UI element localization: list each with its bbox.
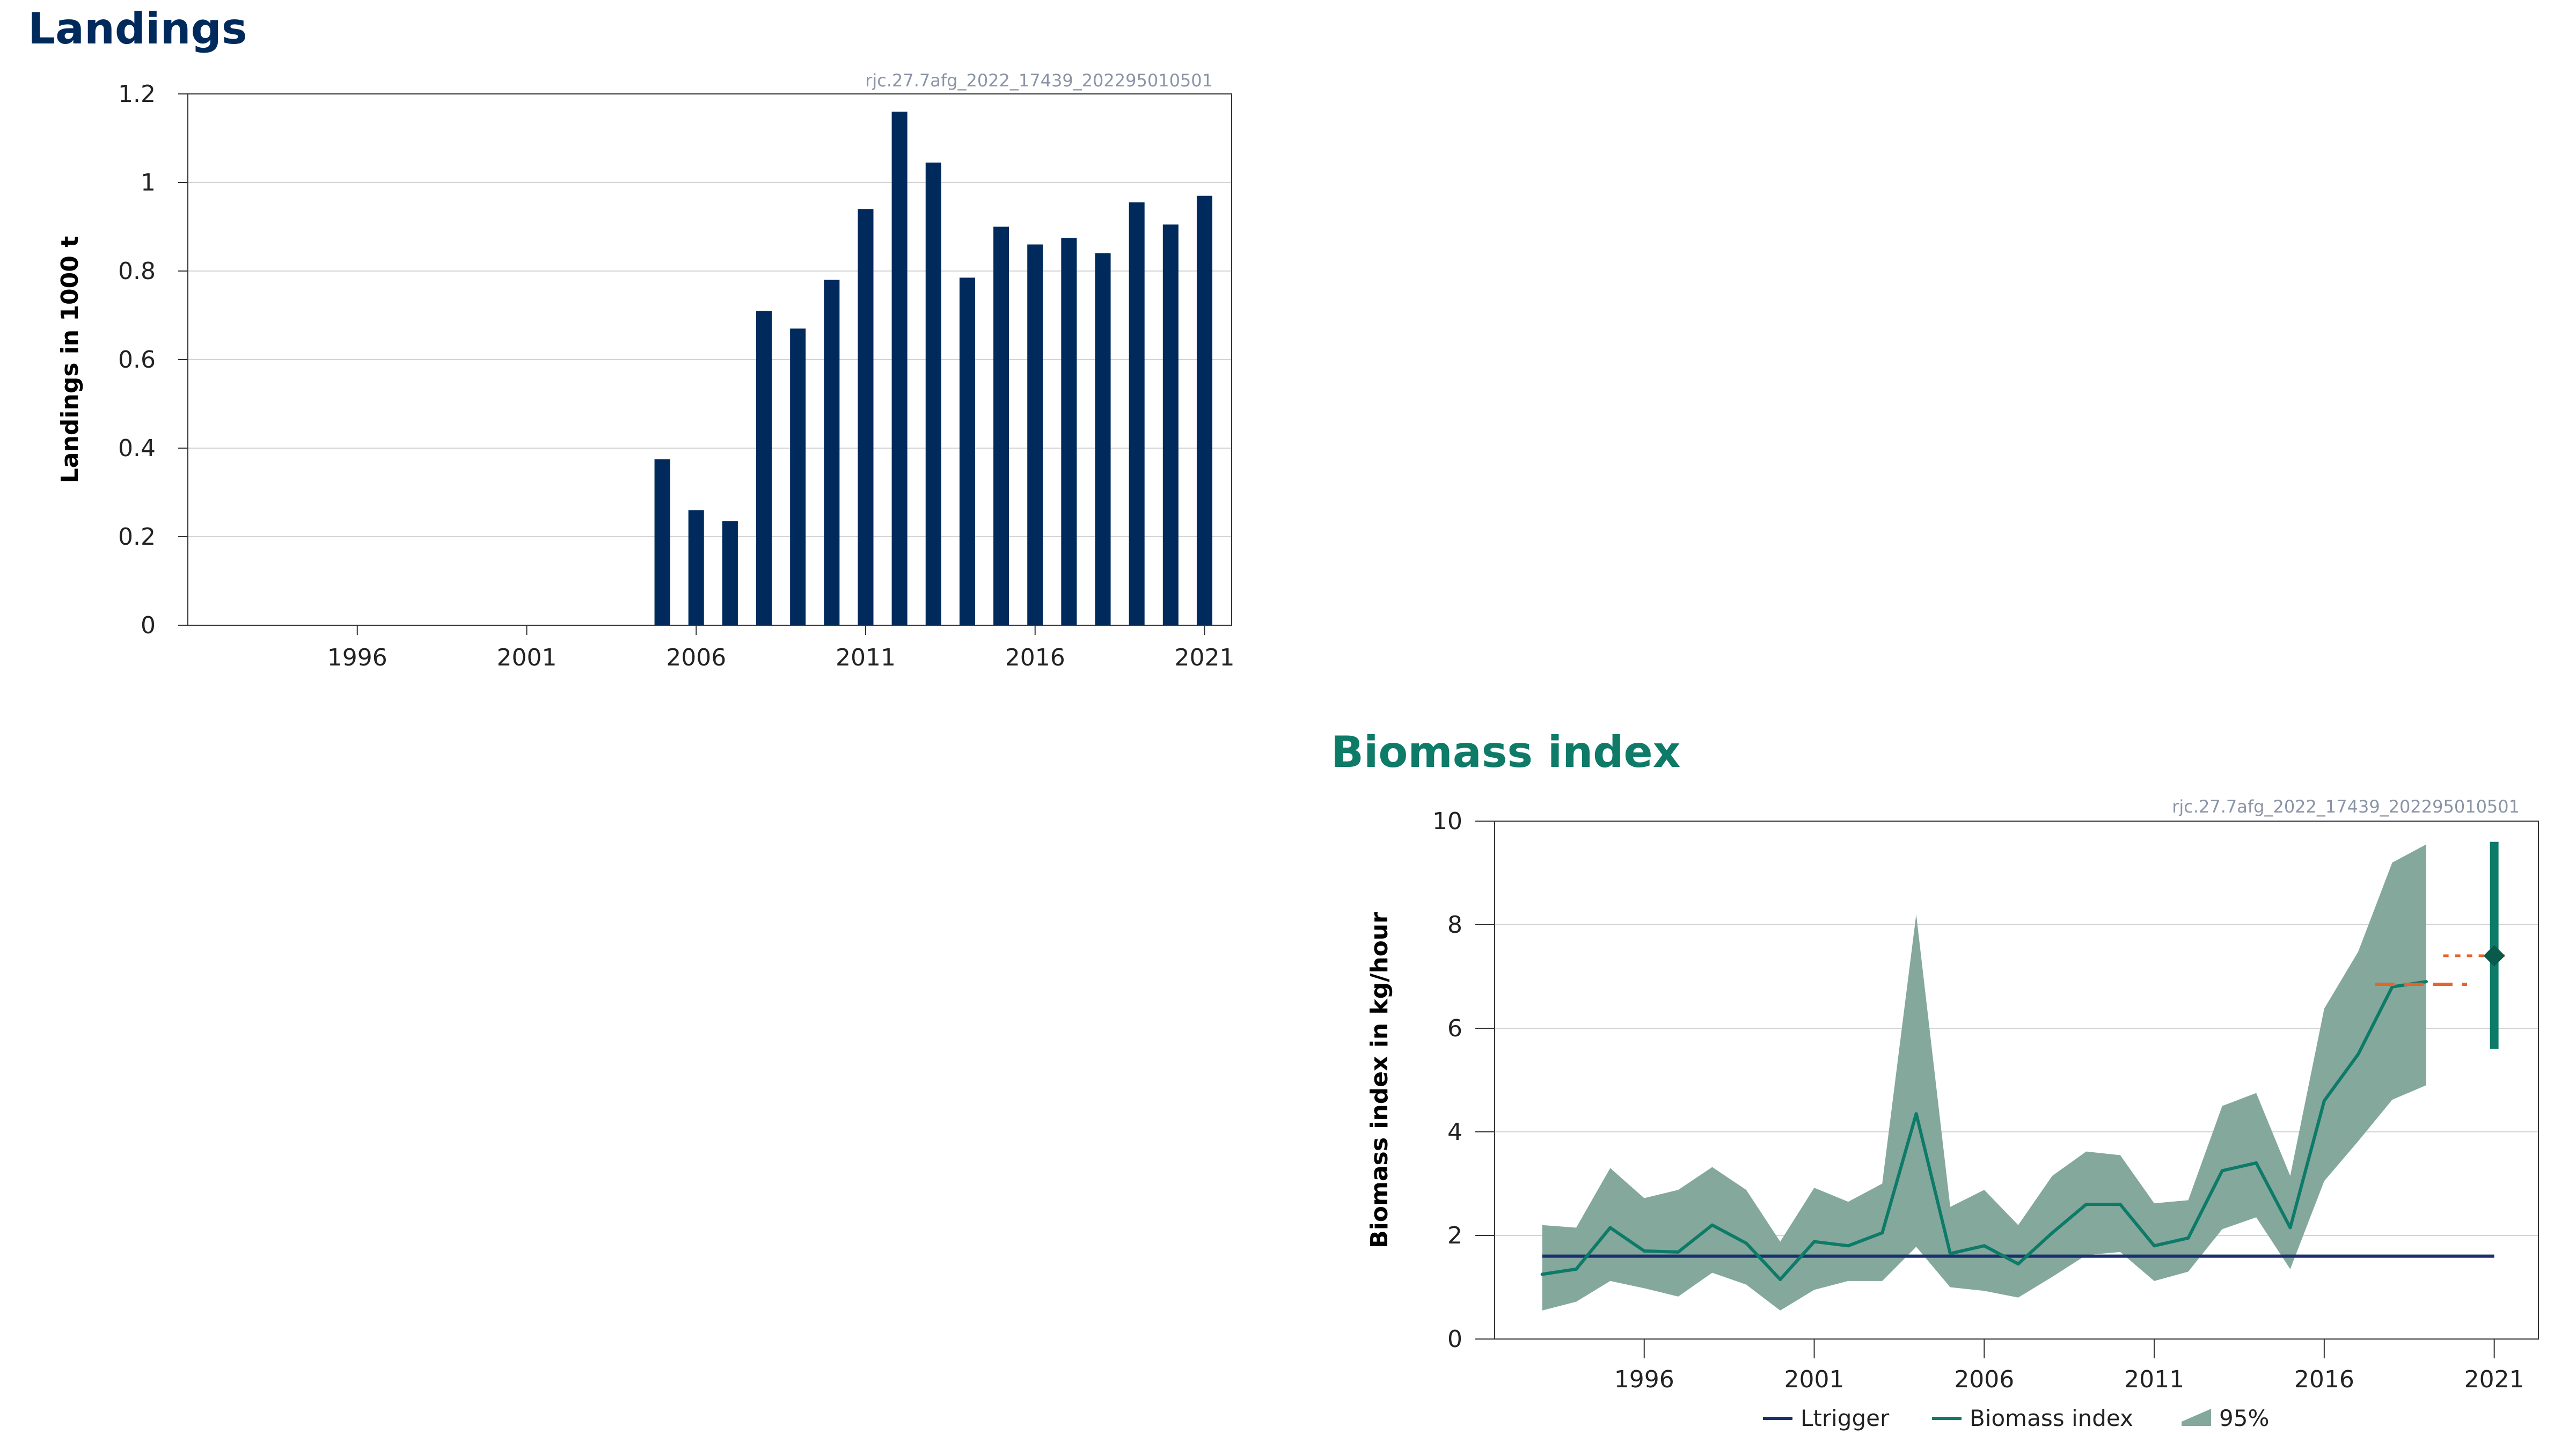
biomass-index-point <box>1948 1252 1952 1255</box>
biomass-y-tick-label: 0 <box>1447 1326 1462 1353</box>
biomass-x-tick-label: 1996 <box>1614 1366 1674 1393</box>
biomass-index-point <box>2255 1161 2258 1165</box>
biomass-y-tick-label: 8 <box>1447 911 1462 939</box>
biomass-y-tick-label: 10 <box>1432 808 1462 835</box>
legend-label: 95% <box>2219 1405 2269 1431</box>
landings-x-axis: 1996 2001 2006 2011 2016 2021 <box>327 625 1234 671</box>
landings-x-tick-label: 1996 <box>327 644 387 671</box>
biomass-x-axis: 1996 2001 2006 2011 2016 2021 <box>1614 1339 2524 1393</box>
biomass-index-point <box>1880 1231 1884 1235</box>
biomass-index-point <box>2288 1226 2292 1230</box>
biomass-x-tick-label: 2016 <box>2294 1366 2354 1393</box>
landings-bar <box>654 459 670 625</box>
biomass-index-point <box>1812 1240 1816 1243</box>
landings-y-axis-label: Landings in 1000 t <box>56 236 84 484</box>
biomass-index-point <box>1982 1244 1986 1248</box>
biomass-y-tick-label: 2 <box>1447 1222 1462 1249</box>
landings-y-tick-label: 1 <box>141 169 156 196</box>
biomass-plot-frame <box>1494 821 2539 1340</box>
biomass-index-point <box>2390 985 2394 989</box>
landings-bar <box>1095 253 1111 625</box>
landings-y-tick-label: 0 <box>141 612 156 639</box>
biomass-ci-band <box>1542 844 2426 1311</box>
landings-bar <box>790 328 806 625</box>
landings-bar <box>756 311 772 625</box>
biomass-index-point <box>2322 1099 2326 1103</box>
landings-bar <box>993 226 1009 625</box>
landings-y-tick-label: 1.2 <box>118 81 156 108</box>
legend-label: Biomass index <box>1970 1405 2133 1431</box>
landings-bar <box>1162 224 1179 625</box>
landings-bar <box>1196 195 1213 625</box>
biomass-index-point <box>2016 1262 2020 1266</box>
biomass-index-point <box>2186 1236 2190 1240</box>
biomass-x-tick-label: 2006 <box>1954 1366 2014 1393</box>
biomass-index-point <box>2357 1052 2360 1056</box>
landings-title: Landings <box>28 4 247 54</box>
biomass-index-point <box>1677 1250 1680 1254</box>
landings-bar <box>959 277 975 625</box>
landings-bar <box>925 162 941 625</box>
biomass-y-tick-label: 4 <box>1447 1118 1462 1146</box>
biomass-index-title: Biomass index <box>1331 727 1681 777</box>
landings-y-tick-label: 0.4 <box>118 435 156 462</box>
advice-point <box>2483 945 2505 967</box>
landings-y-tick-label: 0.2 <box>118 523 156 551</box>
biomass-source-label: rjc.27.7afg_2022_17439_202295010501 <box>2172 796 2520 817</box>
landings-source-label: rjc.27.7afg_2022_17439_202295010501 <box>865 70 1213 91</box>
landings-bar <box>722 521 738 625</box>
landings-bar <box>824 280 840 625</box>
biomass-index-point <box>1710 1223 1714 1227</box>
landings-y-axis: 0 0.2 0.4 0.6 0.8 1 1.2 <box>118 81 188 639</box>
landings-bar <box>1027 244 1043 625</box>
landings-x-tick-label: 2006 <box>666 644 726 671</box>
biomass-index-point <box>2118 1203 2122 1206</box>
biomass-index-point <box>2424 980 2428 984</box>
biomass-index-point <box>1575 1267 1578 1271</box>
biomass-x-tick-label: 2011 <box>2124 1366 2184 1393</box>
biomass-index-point <box>1642 1249 1646 1253</box>
biomass-index-point <box>2220 1169 2224 1173</box>
biomass-index-point <box>1846 1244 1850 1248</box>
biomass-y-axis-label: Biomass index in kg/hour <box>1366 912 1393 1248</box>
legend-swatch-95 <box>2182 1409 2211 1426</box>
landings-x-tick-label: 2011 <box>836 644 896 671</box>
landings-x-tick-label: 2016 <box>1005 644 1065 671</box>
biomass-index-point <box>2153 1244 2156 1248</box>
landings-chart: 1996 2001 2006 2011 2016 2021 0 0.2 0.4 0.6 0.8 1 1… <box>56 70 1234 671</box>
biomass-legend: Ltrigger Biomass index 95% <box>1763 1405 2269 1431</box>
biomass-index-point <box>1744 1241 1748 1245</box>
biomass-index-point <box>1540 1272 1544 1276</box>
landings-bar <box>1129 202 1145 625</box>
landings-x-tick-label: 2001 <box>497 644 557 671</box>
landings-y-tick-label: 0.8 <box>118 258 156 285</box>
landings-x-tick-label: 2021 <box>1174 644 1234 671</box>
landings-bar <box>858 209 874 625</box>
biomass-y-tick-label: 6 <box>1447 1015 1462 1042</box>
biomass-index-point <box>2051 1231 2054 1235</box>
landings-bar <box>688 510 704 625</box>
biomass-x-tick-label: 2001 <box>1784 1366 1845 1393</box>
biomass-index-point <box>1779 1278 1782 1282</box>
legend-label: Ltrigger <box>1801 1405 1890 1431</box>
biomass-x-tick-label: 2021 <box>2464 1366 2524 1393</box>
landings-bars <box>654 112 1213 625</box>
biomass-index-point <box>2084 1203 2088 1206</box>
biomass-y-axis: 0 2 4 6 8 10 <box>1432 808 1495 1353</box>
landings-bar <box>891 112 908 625</box>
biomass-index-point <box>1608 1226 1612 1230</box>
biomass-plot-area <box>1540 842 2505 1311</box>
landings-bar <box>1061 238 1077 625</box>
biomass-index-point <box>1914 1112 1918 1116</box>
landings-y-tick-label: 0.6 <box>118 346 156 374</box>
